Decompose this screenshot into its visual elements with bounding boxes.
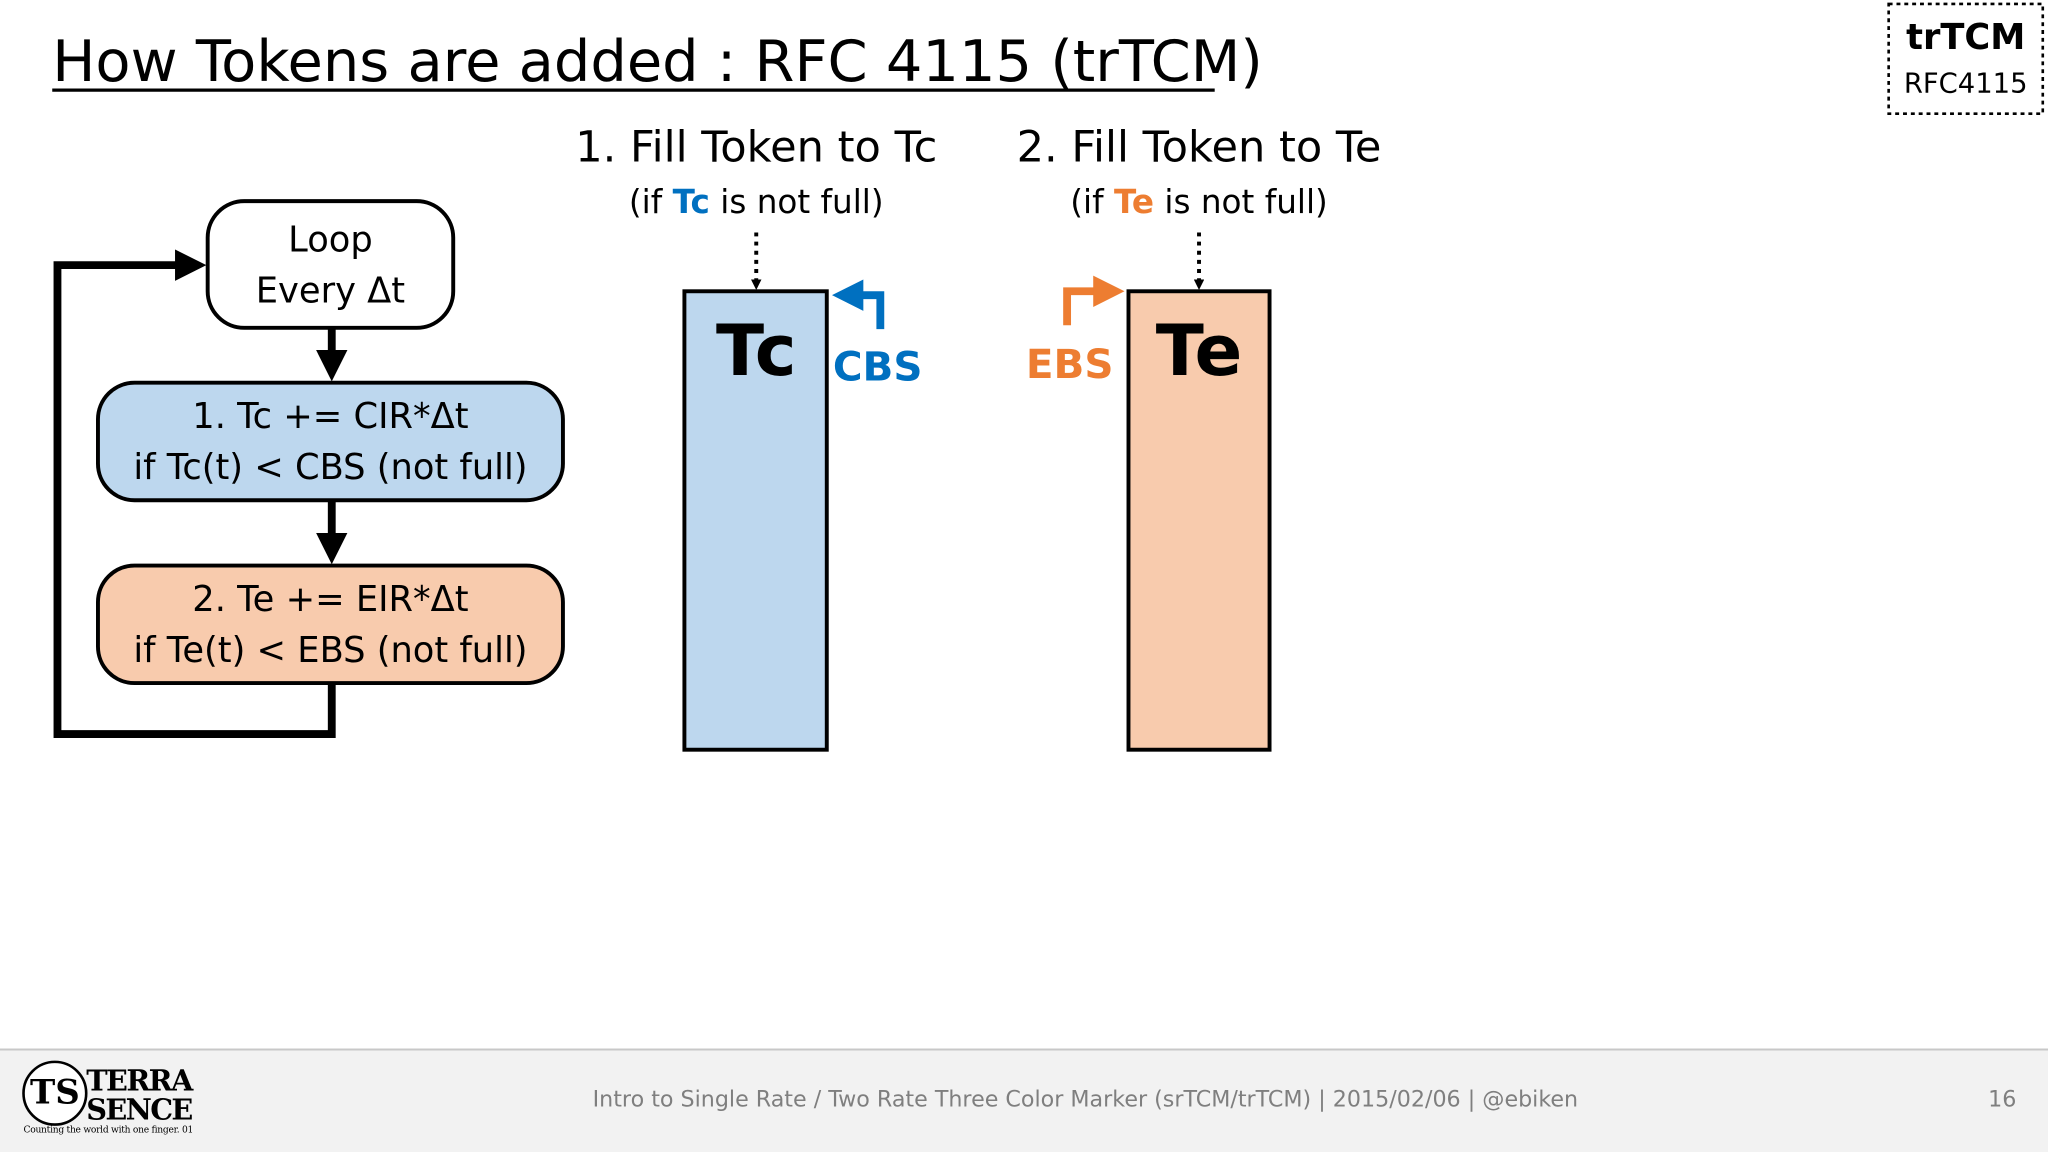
title: How Tokens are added : RFC 4115 (trTCM) <box>52 28 1263 95</box>
size-label: CBS <box>833 343 923 391</box>
logo-bottom: SENCE <box>86 1092 193 1126</box>
logo-tagline: Counting the world with one finger. 01 <box>24 1125 194 1135</box>
flow-text: Loop <box>288 220 373 261</box>
condition-text: (if <box>1070 183 1105 221</box>
condition-text: is not full) <box>1164 183 1327 221</box>
bucket-heading: 2. Fill Token to Te <box>1017 123 1382 173</box>
condition-text: is not full) <box>720 183 883 221</box>
condition-keyword: Te <box>1114 183 1154 221</box>
logo-mark: TS <box>30 1073 80 1113</box>
logo-top: TERRA <box>86 1064 194 1098</box>
flow-text: if Te(t) < EBS (not full) <box>133 630 527 671</box>
flow-text: Every Δt <box>256 271 405 312</box>
page-number: 16 <box>1988 1086 2016 1112</box>
footer-text: Intro to Single Rate / Two Rate Three Co… <box>593 1086 1579 1112</box>
flow-text: 1. Tc += CIR*Δt <box>192 396 468 437</box>
bucket-condition: (if Te is not full) <box>1070 183 1328 221</box>
loop-arrow <box>53 249 336 738</box>
bucket-label: Tc <box>716 310 797 392</box>
bucket <box>682 289 829 752</box>
size-arrow <box>831 279 885 330</box>
flow-text: if Tc(t) < CBS (not full) <box>133 447 527 488</box>
badge-subtitle: RFC4115 <box>1904 68 2028 99</box>
bucket-condition: (if Tc is not full) <box>629 183 884 221</box>
badge-frame <box>1887 2 2045 115</box>
flow-text: 2. Te += EIR*Δt <box>192 579 468 620</box>
condition-text: (if <box>629 183 664 221</box>
bucket-heading: 1. Fill Token to Tc <box>575 123 937 173</box>
size-arrow <box>1063 275 1125 326</box>
bucket-label: Te <box>1156 310 1243 392</box>
footer-bar <box>0 1048 2048 1152</box>
bucket <box>1126 289 1272 752</box>
logo-ring <box>22 1060 88 1126</box>
size-label: EBS <box>1026 340 1114 388</box>
condition-keyword: Tc <box>673 183 710 221</box>
badge-title: trTCM <box>1906 17 2025 58</box>
